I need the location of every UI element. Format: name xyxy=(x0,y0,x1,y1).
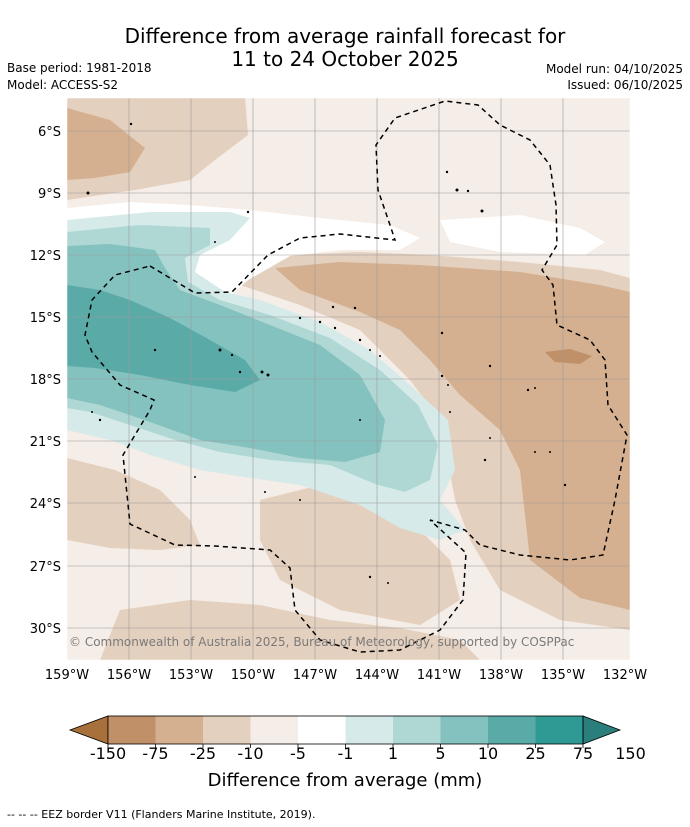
lon-label: 141°W xyxy=(417,668,461,683)
colorbar-swatch xyxy=(535,716,583,744)
colorbar-swatch xyxy=(298,716,346,744)
dry-core-northwest xyxy=(67,108,145,180)
lon-label: 156°W xyxy=(107,668,151,683)
colorbar-swatch xyxy=(203,716,251,744)
gridlines xyxy=(67,98,630,660)
map-frame xyxy=(66,97,631,661)
colorbar-swatch xyxy=(393,716,441,744)
map-title-line1: Difference from average rainfall forecas… xyxy=(124,24,566,48)
lon-label: 144°W xyxy=(355,668,399,683)
dry-region-southwest xyxy=(67,458,200,550)
map-title-line2: 11 to 24 October 2025 xyxy=(231,47,459,71)
map-plot-area xyxy=(67,98,630,660)
colorbar-tick-label: -75 xyxy=(142,744,169,763)
colorbar-extend-low xyxy=(68,715,109,745)
colorbar-swatch xyxy=(108,716,156,744)
near-normal-northeast xyxy=(440,215,605,255)
colorbar-tick-label: 1 xyxy=(387,744,399,763)
colorbar-tick-label: 5 xyxy=(435,744,446,763)
copyright-notice: © Commonwealth of Australia 2025, Bureau… xyxy=(69,635,574,649)
lon-label: 135°W xyxy=(541,668,585,683)
colorbar-tick-label: 10 xyxy=(477,744,499,763)
lon-label: 150°W xyxy=(231,668,275,683)
dry-core-east xyxy=(275,262,630,610)
dry-region-south xyxy=(100,600,480,660)
lat-label: 9°S xyxy=(38,187,61,202)
lat-label: 6°S xyxy=(38,125,61,140)
colorbar-tick-label: -5 xyxy=(290,744,306,763)
lon-label: 153°W xyxy=(169,668,213,683)
eez-border-lines xyxy=(84,100,628,653)
colorbar-swatch xyxy=(440,716,488,744)
lat-label: 30°S xyxy=(30,622,61,637)
lon-label: 132°W xyxy=(603,668,647,683)
colorbar-tick-label: -10 xyxy=(237,744,264,763)
eez-legend: -- -- -- EEZ border V11 (Flanders Marine… xyxy=(7,808,316,821)
colorbar-tick-label: 25 xyxy=(525,744,546,763)
lat-label: 18°S xyxy=(30,373,61,388)
issued-date: Issued: 06/10/2025 xyxy=(567,78,683,92)
lon-label: 159°W xyxy=(45,668,89,683)
lat-label: 24°S xyxy=(30,497,61,512)
colorbar-swatch xyxy=(250,716,298,744)
lat-label: 12°S xyxy=(30,249,61,264)
lat-label: 15°S xyxy=(30,311,61,326)
colorbar-swatch xyxy=(488,716,536,744)
colorbar-title: Difference from average (mm) xyxy=(207,770,483,791)
wet-region-core xyxy=(67,285,260,392)
lon-label: 138°W xyxy=(479,668,523,683)
base-period: Base period: 1981-2018 xyxy=(7,61,152,75)
colorbar-tick-label: -150 xyxy=(89,744,127,763)
model-run-date: Model run: 04/10/2025 xyxy=(545,62,683,76)
colorbar xyxy=(68,715,622,748)
colorbar-swatch xyxy=(155,716,203,744)
colorbar-extend-high xyxy=(582,715,622,745)
colorbar-tick-label: 150 xyxy=(615,744,646,763)
colorbar-tick-label: -1 xyxy=(337,744,354,763)
colorbar-tick-label: -25 xyxy=(189,744,217,763)
colorbar-swatch xyxy=(345,716,393,744)
lat-label: 21°S xyxy=(30,435,61,450)
model-name: Model: ACCESS-S2 xyxy=(7,78,119,92)
lon-labels: 159°W 156°W 153°W 150°W 147°W 144°W 141°… xyxy=(45,668,647,683)
island-markers xyxy=(86,122,567,584)
lat-label: 27°S xyxy=(30,560,61,575)
dry-region-south-central xyxy=(260,485,460,625)
colorbar-tick-label: 75 xyxy=(572,744,594,763)
lat-labels: 6°S 9°S 12°S 15°S 18°S 21°S 24°S 27°S 30… xyxy=(30,125,61,637)
very-dry-patch xyxy=(545,349,592,364)
lon-label: 147°W xyxy=(293,668,337,683)
